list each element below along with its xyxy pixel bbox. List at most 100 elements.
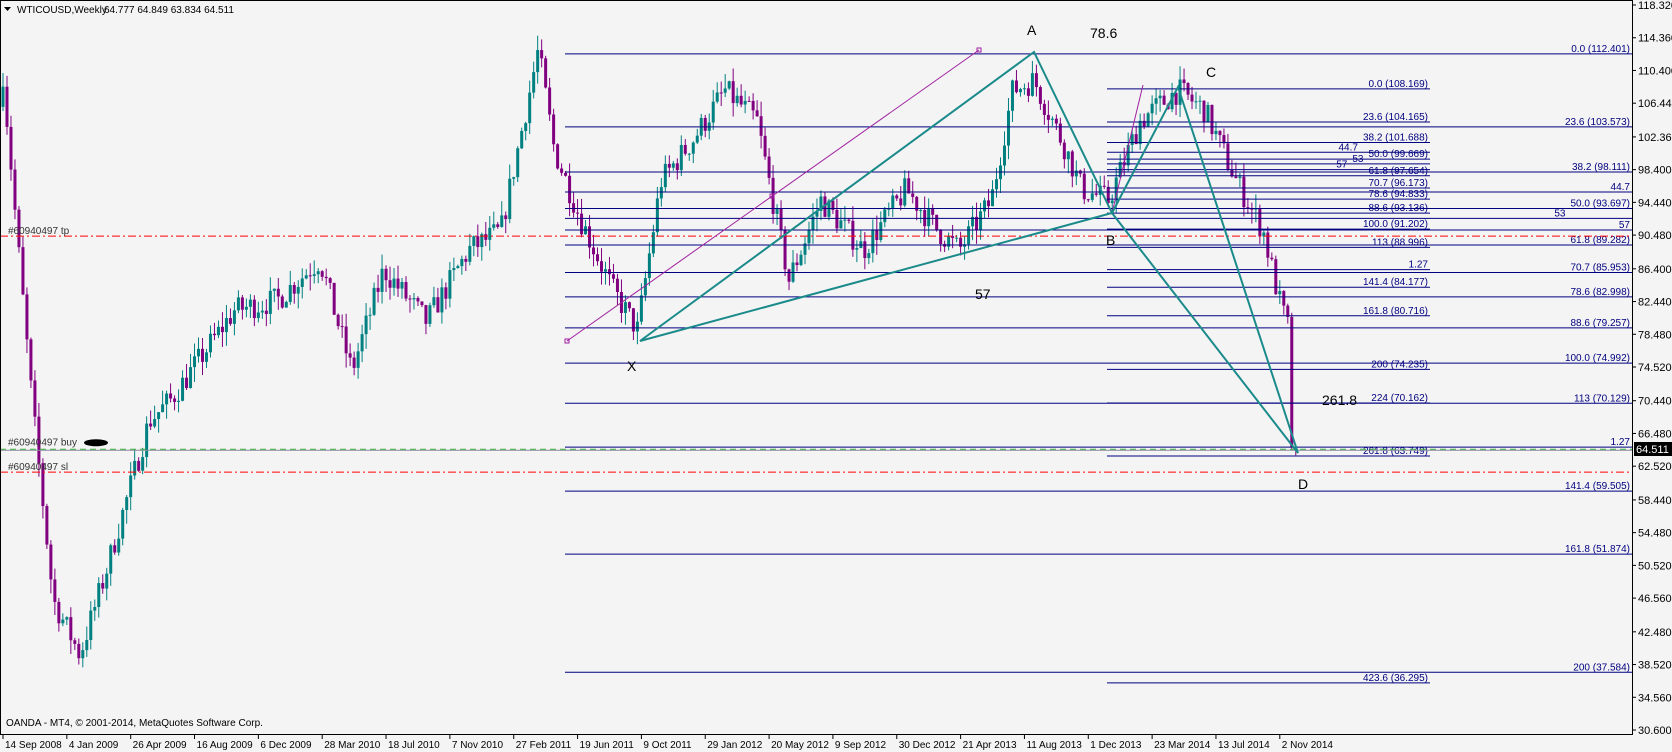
fib-level[interactable]: 1.27 — [565, 437, 1632, 448]
fib-level[interactable]: 78.6 (82.998) — [565, 287, 1632, 298]
fib-level[interactable]: 70.7 (96.173) — [1107, 178, 1430, 189]
fib-level[interactable]: 0.0 (108.169) — [1107, 79, 1430, 90]
stop-loss-line[interactable]: #60940497 sl — [0, 462, 1632, 473]
candle — [169, 383, 173, 403]
triangle-down-icon[interactable] — [4, 7, 11, 11]
price-tick: 30.600 — [1632, 725, 1672, 737]
fib-level[interactable]: 53 — [565, 208, 1632, 219]
fib-level[interactable]: 53 — [1107, 154, 1430, 165]
fib-level[interactable]: 113 (88.996) — [1107, 237, 1430, 248]
fib-level[interactable]: 38.2 (98.111) — [565, 162, 1632, 173]
orders-layer[interactable]: #60940497 tp #60940497 sl #60940497 buy — [0, 226, 1632, 473]
fib-level[interactable]: 61.8 (89.282) — [565, 235, 1632, 246]
fib-level[interactable]: 50.0 (93.697) — [565, 199, 1632, 210]
andrews-trendline[interactable] — [566, 49, 980, 342]
candle — [1290, 312, 1294, 451]
fib-level[interactable]: 100.0 (74.992) — [565, 353, 1632, 364]
fib-label: 161.8 (51.874) — [1565, 544, 1630, 555]
candle — [1066, 151, 1070, 174]
candle — [93, 599, 97, 621]
time-tick: 29 Jan 2012 — [704, 735, 763, 751]
time-tick-label: 13 Jul 2014 — [1218, 740, 1270, 751]
symbol-timeframe: WTICOUSD,Weekly — [17, 5, 107, 16]
fib-level[interactable]: 23.6 (104.165) — [1107, 112, 1430, 123]
trendline-handle[interactable] — [769, 193, 775, 199]
xab-triangle[interactable] — [639, 50, 1114, 342]
fib-level[interactable]: 88.6 (93.136) — [1107, 203, 1430, 214]
fib-level[interactable]: 70.7 (85.953) — [565, 263, 1632, 274]
fibonacci-layer[interactable]: 0.0 (112.401) 23.6 (103.573) 38.2 (98.111)… — [565, 44, 1632, 684]
buy-order-line[interactable]: #60940497 buy — [0, 438, 1632, 451]
time-tick: 9 Sep 2012 — [832, 735, 887, 751]
fib-level[interactable]: 57 — [1107, 160, 1430, 171]
fib-level[interactable]: 141.4 (59.505) — [565, 481, 1632, 492]
fib-level[interactable]: 88.6 (79.257) — [565, 318, 1632, 329]
bcd-triangle[interactable] — [1110, 84, 1299, 454]
fib-level[interactable]: 224 (70.162) — [1107, 393, 1430, 404]
candle — [256, 301, 260, 323]
price-tick: 106.440 — [1632, 98, 1672, 110]
fib-level[interactable]: 113 (70.129) — [565, 393, 1632, 404]
chart-header: WTICOUSD,Weekly 64.777 64.849 63.834 64.… — [4, 5, 234, 16]
trendline-handle[interactable] — [564, 338, 570, 344]
fib-level[interactable]: 61.8 (97.654) — [1107, 166, 1430, 177]
candle — [528, 80, 532, 134]
fib-level[interactable]: 141.4 (84.177) — [1107, 277, 1430, 288]
purple-trendline[interactable] — [1111, 84, 1144, 214]
candle — [987, 188, 991, 218]
fib-level[interactable]: 78.6 (94.833) — [1107, 189, 1430, 200]
harmonic-pattern[interactable]: X A B C D 78.6 57 261.8 — [564, 22, 1357, 492]
fib-level[interactable]: 57 — [565, 220, 1632, 231]
candle — [671, 160, 675, 171]
candle — [1094, 183, 1098, 197]
fib-level[interactable]: 161.8 (51.874) — [565, 544, 1632, 555]
candle — [1278, 280, 1282, 304]
fib-level[interactable]: 23.6 (103.573) — [565, 117, 1632, 128]
price-tick-label: 94.440 — [1638, 197, 1672, 209]
fib-level[interactable]: 1.27 — [1107, 260, 1430, 271]
fib-level[interactable]: 161.8 (80.716) — [1107, 306, 1430, 317]
candle — [979, 202, 983, 240]
candle — [484, 221, 488, 247]
candle — [675, 158, 679, 180]
time-tick: 2 Nov 2014 — [1279, 735, 1333, 751]
candle — [1006, 97, 1010, 160]
candle — [228, 308, 232, 326]
candle — [639, 283, 643, 325]
take-profit-line[interactable]: #60940497 tp — [0, 226, 1632, 237]
fib-level[interactable]: 200 (37.584) — [565, 662, 1632, 673]
fib-level[interactable]: 100.0 (91.202) — [1107, 219, 1430, 230]
fib-label: 53 — [1554, 208, 1566, 219]
fib-level[interactable]: 261.8 (63.749) — [1107, 446, 1430, 457]
candle — [85, 626, 89, 657]
point-c-label: C — [1206, 64, 1216, 80]
candle — [895, 193, 899, 201]
candle — [149, 410, 153, 430]
fib-level[interactable]: 44.7 — [1107, 142, 1430, 153]
fib-level[interactable]: 44.7 — [565, 182, 1632, 193]
price-axis[interactable]: 118.320 114.360 110.400 106.440 102.360 98.40… — [1632, 0, 1672, 737]
fib-level[interactable]: 0.0 (112.401) — [565, 44, 1632, 55]
fib-label: 53 — [1352, 154, 1364, 165]
candle — [935, 214, 939, 232]
candle — [556, 143, 560, 170]
price-tick-label: 102.360 — [1638, 132, 1672, 144]
trendline-handle[interactable] — [976, 47, 982, 53]
fib-level[interactable]: 38.2 (101.688) — [1107, 132, 1430, 143]
fib-level[interactable]: 50.0 (99.669) — [1107, 149, 1430, 160]
fib-level[interactable]: 200 (74.235) — [1107, 359, 1430, 370]
candle — [819, 190, 823, 221]
candle — [1018, 87, 1022, 97]
price-tick: 50.520 — [1632, 560, 1672, 572]
price-tick: 82.440 — [1632, 297, 1672, 309]
time-tick: 26 Apr 2009 — [130, 735, 187, 751]
candle — [1102, 175, 1106, 190]
time-tick: 19 Jun 2011 — [577, 735, 634, 751]
candle — [1090, 178, 1094, 203]
candle — [157, 412, 161, 433]
time-axis[interactable]: 14 Sep 2008 4 Jan 2009 26 Apr 2009 16 Aug 2… — [2, 735, 1333, 751]
time-tick-label: 14 Sep 2008 — [5, 740, 62, 751]
candle — [524, 121, 528, 141]
fib-level[interactable]: 423.6 (36.295) — [1107, 673, 1430, 684]
